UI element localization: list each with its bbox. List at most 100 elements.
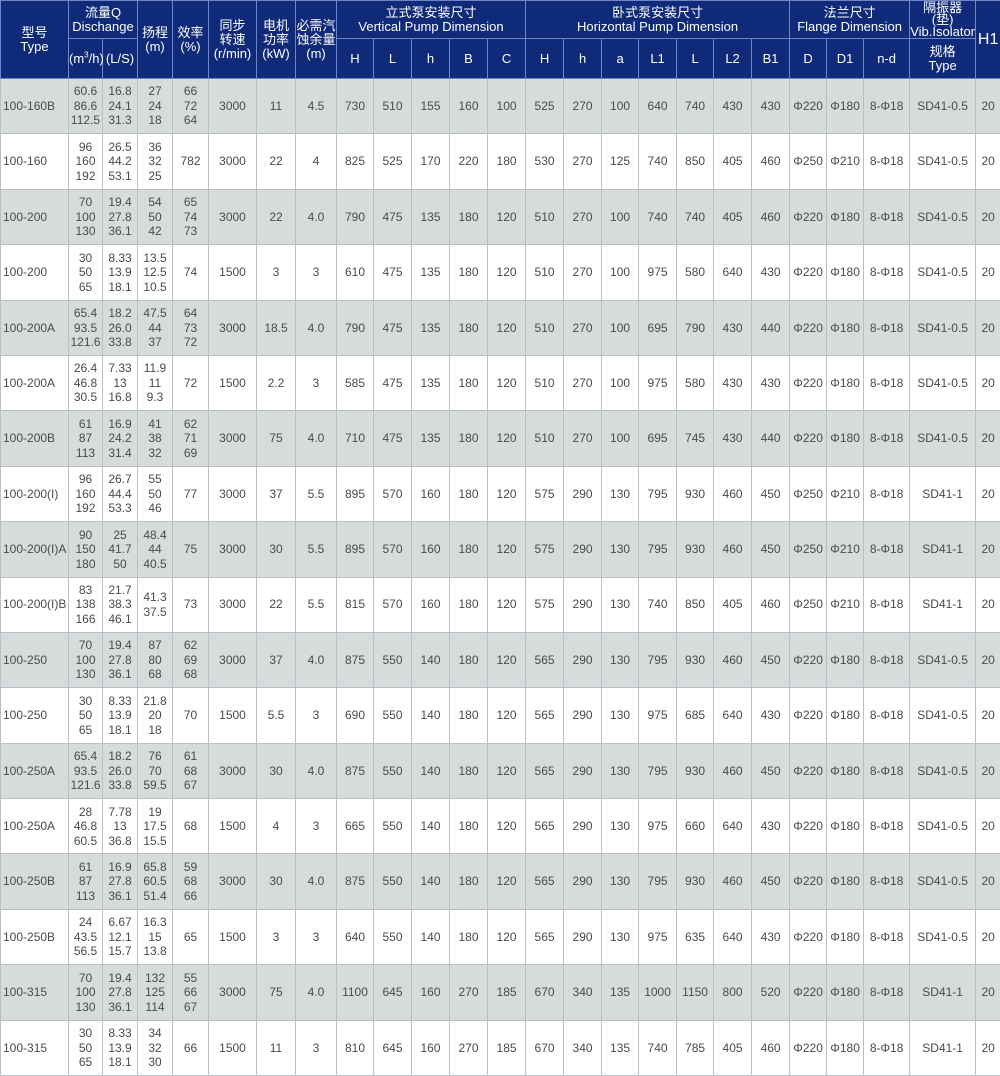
cell-horizontal-h: 565 [525, 908, 565, 966]
cell-line: 72 [183, 375, 198, 390]
cell-horizontal-h: 290 [563, 631, 603, 689]
cell-efficiency: 72 [172, 354, 209, 412]
cell-vertical-h: 640 [336, 908, 374, 966]
cell-line: 18.1 [108, 1055, 132, 1070]
cell-flange-d: Φ250 [789, 465, 828, 523]
cell-line: 32 [148, 445, 162, 460]
cell-npsh: 4 [295, 133, 337, 190]
cell-horizontal-h: 290 [563, 798, 603, 855]
cell-speed: 1500 [208, 908, 257, 966]
cell-horizontal-h: 510 [525, 244, 565, 301]
cell-horizontal-h: 270 [563, 244, 603, 301]
table-row: 100-315 70 100 130 19.4 27.8 36.1 132 125 114 55 66… [0, 964, 1000, 1021]
cell-line: 16.3 [143, 915, 167, 930]
cell-efficiency: 61 68 67 [172, 742, 209, 800]
cell-line: 53.3 [108, 501, 132, 516]
cell-power: 30 [256, 742, 296, 800]
cell-h1: 20 [975, 465, 1000, 523]
cell-horizontal-h: 290 [563, 465, 603, 523]
cell-speed: 3000 [208, 631, 257, 689]
cell-head: 19 17.5 15.5 [137, 798, 173, 855]
cell-power: 2.2 [256, 354, 296, 412]
cell-vertical-h: 170 [411, 133, 450, 190]
cell-flange-d: Φ220 [789, 798, 828, 855]
cell-horizontal-l1: 640 [638, 77, 678, 135]
cell-efficiency: 74 [172, 244, 209, 301]
cell-line: 60.6 [73, 84, 98, 99]
cell-power: 4 [256, 798, 296, 855]
cell-line: 50 [148, 486, 162, 501]
col-horizontal-h: H [525, 38, 565, 79]
cell-vertical-l: 570 [373, 465, 412, 523]
cell-power: 22 [256, 188, 296, 246]
cell-line: 65.4 [73, 306, 98, 320]
col-horizontal-l: L [676, 38, 715, 79]
cell-line: 64 [183, 113, 198, 128]
cell-horizontal-h: 670 [525, 1019, 565, 1076]
col-efficiency: 效率 (%) [172, 0, 209, 79]
cell-line: 44 [148, 320, 162, 335]
cell-q-m3h: 30 50 65 [68, 244, 103, 301]
cell-horizontal-a: 100 [601, 354, 640, 412]
col-flange-d: D [789, 38, 828, 79]
cell-horizontal-l1: 975 [638, 354, 678, 412]
cell-line: 72 [183, 335, 198, 349]
cell-line: 55 [148, 472, 162, 487]
cell-horizontal-l1: 795 [638, 465, 678, 523]
cell-h1: 20 [975, 133, 1000, 190]
cell-flange-d1: Φ180 [826, 687, 865, 744]
col-speed: 同步 转速 (r/min) [208, 0, 257, 79]
col-vertical-h: h [411, 38, 450, 79]
cell-line: 180 [75, 556, 96, 571]
cell-q-m3h: 70 100 130 [68, 631, 103, 689]
cell-vertical-h: 135 [411, 410, 450, 467]
cell-line: 6.67 [108, 915, 132, 930]
cell-horizontal-h: 290 [563, 908, 603, 966]
cell-horizontal-l1: 1000 [638, 964, 678, 1021]
cell-horizontal-h: 290 [563, 853, 603, 910]
col-horizontal-l2: L2 [713, 38, 753, 79]
cell-line: 8.33 [108, 1026, 132, 1041]
cell-type: 100-200(I)B [0, 576, 69, 633]
cell-line: 30.5 [73, 390, 98, 405]
cell-line: 83 [78, 582, 93, 597]
cell-flange-n-d: 8-Φ18 [863, 798, 911, 855]
cell-q-ls: 16.8 24.1 31.3 [102, 77, 138, 135]
cell-npsh: 3 [295, 798, 337, 855]
cell-vertical-h: 140 [411, 687, 450, 744]
cell-line: 60.5 [73, 833, 98, 848]
cell-flange-n-d: 8-Φ18 [863, 410, 911, 467]
cell-vertical-h: 825 [336, 133, 374, 190]
cell-line: 75 [183, 542, 198, 557]
cell-isolator-type: SD41-0.5 [909, 77, 977, 135]
cell-line: 60.5 [143, 874, 167, 889]
cell-flange-d1: Φ210 [826, 133, 865, 190]
cell-q-m3h: 24 43.5 56.5 [68, 908, 103, 966]
cell-line: 166 [75, 611, 96, 626]
cell-vertical-b: 160 [449, 77, 488, 135]
table-row: 100-315 30 50 65 8.33 13.9 18.1 34 32 30 66 1500 11 3… [0, 1019, 1000, 1076]
table-row: 100-200A 26.4 46.8 30.5 7.33 13 16.8 11.9 11 9.3 7… [0, 354, 1000, 412]
cell-horizontal-b1: 430 [751, 77, 791, 135]
cell-line: 11 [148, 375, 162, 390]
cell-vertical-h: 895 [336, 521, 374, 578]
cell-horizontal-l1: 795 [638, 742, 678, 800]
cell-horizontal-l2: 460 [713, 465, 753, 523]
col-horizontal-h: h [563, 38, 603, 79]
cell-horizontal-h: 530 [525, 133, 565, 190]
cell-line: 30 [78, 1026, 93, 1041]
cell-vertical-b: 180 [449, 908, 488, 966]
cell-line: 42 [148, 224, 162, 239]
cell-head: 16.3 15 13.8 [137, 908, 173, 966]
cell-vertical-b: 270 [449, 1019, 488, 1076]
cell-horizontal-l2: 405 [713, 133, 753, 190]
cell-npsh: 4.0 [295, 853, 337, 910]
cell-h1: 20 [975, 631, 1000, 689]
cell-head: 87 80 68 [137, 631, 173, 689]
cell-line: 17.5 [143, 819, 167, 834]
cell-isolator-type: SD41-0.5 [909, 244, 977, 301]
cell-line: 66 [183, 84, 198, 99]
cell-vertical-h: 140 [411, 908, 450, 966]
cell-flange-d1: Φ180 [826, 299, 865, 356]
cell-type: 100-250A [0, 742, 69, 800]
